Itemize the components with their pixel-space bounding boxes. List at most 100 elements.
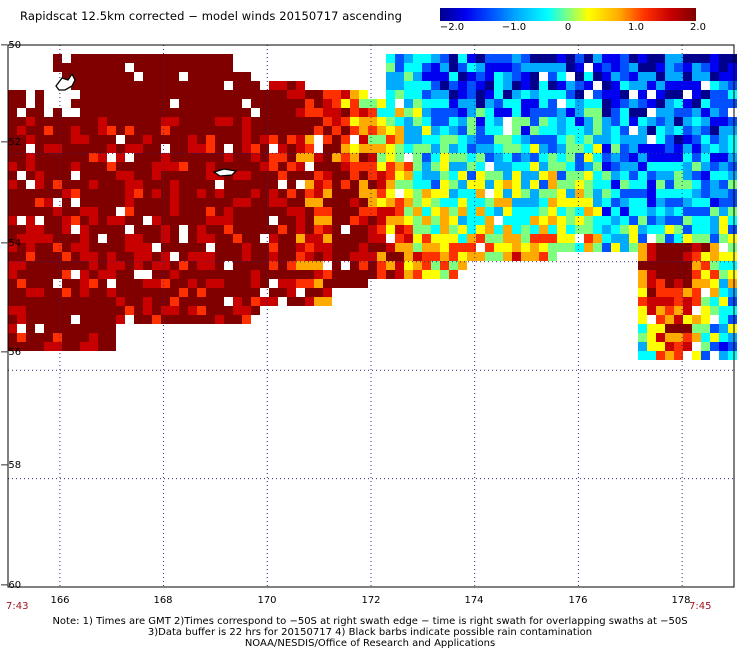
wind-cell: [350, 171, 359, 180]
wind-cell: [638, 351, 647, 360]
wind-cell: [638, 270, 647, 279]
wind-cell: [62, 63, 71, 72]
wind-cell: [197, 54, 206, 63]
wind-cell: [152, 153, 161, 162]
wind-cell: [125, 198, 134, 207]
wind-cell: [116, 252, 125, 261]
wind-cell: [575, 189, 584, 198]
wind-cell: [647, 333, 656, 342]
wind-cell: [521, 81, 530, 90]
wind-cell: [152, 81, 161, 90]
wind-cell: [458, 153, 467, 162]
wind-cell: [53, 288, 62, 297]
wind-cell: [431, 180, 440, 189]
wind-cell: [692, 162, 701, 171]
wind-cell: [665, 72, 674, 81]
wind-cell: [485, 135, 494, 144]
wind-cell: [134, 261, 143, 270]
wind-cell: [134, 171, 143, 180]
wind-cell: [251, 288, 260, 297]
wind-cell: [602, 216, 611, 225]
wind-cell: [305, 198, 314, 207]
wind-cell: [314, 108, 323, 117]
wind-cell: [413, 180, 422, 189]
wind-cell: [602, 171, 611, 180]
wind-cell: [422, 207, 431, 216]
wind-cell: [116, 261, 125, 270]
wind-cell: [107, 180, 116, 189]
wind-cell: [548, 234, 557, 243]
wind-cell: [719, 288, 728, 297]
wind-cell: [692, 351, 701, 360]
wind-cell: [98, 81, 107, 90]
wind-cell: [683, 342, 692, 351]
wind-cell: [206, 63, 215, 72]
wind-cell: [683, 279, 692, 288]
wind-cell: [62, 279, 71, 288]
wind-cell: [98, 288, 107, 297]
wind-cell: [638, 342, 647, 351]
wind-cell: [359, 243, 368, 252]
wind-cell: [395, 81, 404, 90]
wind-cell: [494, 72, 503, 81]
wind-cell: [98, 189, 107, 198]
wind-cell: [485, 234, 494, 243]
wind-cell: [647, 297, 656, 306]
wind-cell: [26, 171, 35, 180]
wind-cell: [602, 225, 611, 234]
wind-cell: [440, 162, 449, 171]
wind-cell: [458, 207, 467, 216]
auckland-islands: [55, 72, 76, 91]
wind-cell: [215, 306, 224, 315]
wind-cell: [593, 117, 602, 126]
wind-cell: [53, 189, 62, 198]
wind-cell: [341, 117, 350, 126]
wind-cell: [422, 126, 431, 135]
wind-cell: [566, 180, 575, 189]
wind-cell: [107, 189, 116, 198]
wind-cell: [332, 198, 341, 207]
wind-cell: [431, 261, 440, 270]
wind-cell: [98, 153, 107, 162]
wind-cell: [53, 108, 62, 117]
wind-cell: [152, 99, 161, 108]
wind-cell: [62, 270, 71, 279]
wind-cell: [323, 117, 332, 126]
wind-cell: [89, 153, 98, 162]
wind-cell: [179, 189, 188, 198]
wind-cell: [656, 162, 665, 171]
wind-cell: [548, 216, 557, 225]
map-frame: [7, 44, 735, 588]
wind-cell: [521, 117, 530, 126]
wind-cell: [368, 135, 377, 144]
wind-cell: [17, 261, 26, 270]
wind-cell: [431, 270, 440, 279]
wind-cell: [548, 189, 557, 198]
wind-cell: [710, 270, 719, 279]
wind-cell: [656, 198, 665, 207]
wind-cell: [656, 351, 665, 360]
wind-cell: [53, 117, 62, 126]
wind-cell: [44, 315, 53, 324]
wind-cell: [449, 216, 458, 225]
wind-cell: [719, 333, 728, 342]
wind-cell: [116, 117, 125, 126]
wind-cell: [566, 198, 575, 207]
wind-cell: [728, 225, 737, 234]
wind-cell: [359, 189, 368, 198]
wind-cell: [305, 252, 314, 261]
wind-cell: [557, 216, 566, 225]
wind-cell: [674, 333, 683, 342]
wind-cell: [719, 189, 728, 198]
wind-cell: [251, 261, 260, 270]
wind-cell: [458, 126, 467, 135]
wind-cell: [53, 225, 62, 234]
wind-cell: [278, 153, 287, 162]
wind-cell: [620, 54, 629, 63]
wind-cell: [53, 216, 62, 225]
wind-cell: [314, 216, 323, 225]
wind-cell: [62, 315, 71, 324]
wind-cell: [116, 234, 125, 243]
wind-cell: [395, 243, 404, 252]
wind-cell: [521, 198, 530, 207]
